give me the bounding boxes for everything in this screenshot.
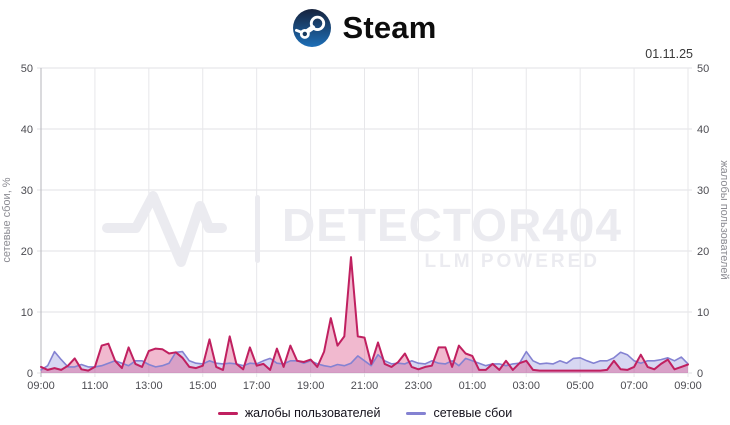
series-area-network — [41, 351, 688, 373]
legend-item-complaints[interactable]: жалобы пользователей — [217, 406, 381, 420]
x-tick-label: 09:00 — [674, 380, 702, 392]
y-tick-label-right: 10 — [697, 307, 709, 319]
legend-swatch — [406, 411, 427, 415]
x-tick-label: 11:00 — [82, 380, 109, 392]
y-tick-label-left: 50 — [21, 63, 33, 75]
date-label: 01.11.25 — [645, 47, 693, 61]
x-tick-label: 17:00 — [243, 380, 271, 392]
pulse-icon — [102, 191, 227, 267]
legend-label: сетевые сбои — [433, 406, 513, 420]
series-line-network — [40, 350, 689, 371]
watermark: DETECTOR404 LLM POWERED — [102, 191, 622, 272]
x-tick-label: 19:00 — [297, 380, 325, 392]
x-tick-label: 23:00 — [405, 380, 433, 392]
x-tick-label: 15:00 — [189, 380, 217, 392]
legend-swatch — [217, 411, 238, 415]
steam-logo-icon — [293, 9, 332, 47]
header: Steam — [0, 9, 730, 47]
x-tick-label: 13:00 — [135, 380, 163, 392]
y-axis-left-title: сетевые сбои, % — [1, 177, 13, 262]
watermark-subtitle: LLM POWERED — [425, 251, 601, 272]
y-tick-label-right: 30 — [697, 185, 709, 197]
x-tick-label: 21:00 — [351, 380, 379, 392]
y-tick-label-left: 40 — [21, 124, 33, 136]
x-tick-label: 01:00 — [459, 380, 487, 392]
x-tick-label: 05:00 — [566, 380, 594, 392]
x-tick-label: 07:00 — [620, 380, 648, 392]
outage-chart: DETECTOR404 LLM POWERED 0 0 10 10 20 20 30 30 40… — [1, 63, 730, 392]
y-tick-label-right: 0 — [697, 368, 703, 380]
legend: жалобы пользователей сетевые сбои — [0, 406, 730, 420]
legend-label: жалобы пользователей — [244, 406, 381, 420]
legend-item-network[interactable]: сетевые сбои — [406, 406, 512, 420]
y-tick-label-left: 20 — [21, 246, 33, 258]
y-tick-label-right: 20 — [697, 246, 709, 258]
y-tick-label-left: 30 — [21, 185, 33, 197]
y-tick-label-left: 10 — [21, 307, 33, 319]
x-tick-label: 03:00 — [512, 380, 540, 392]
x-tick-label: 09:00 — [27, 380, 55, 392]
y-axis-right-title: жалобы пользователей — [718, 160, 730, 279]
watermark-title: DETECTOR404 — [282, 199, 622, 251]
watermark-divider — [255, 195, 260, 263]
page-title: Steam — [342, 10, 437, 45]
y-tick-label-left: 0 — [27, 368, 33, 380]
y-tick-label-right: 50 — [697, 63, 709, 75]
y-tick-label-right: 40 — [697, 124, 709, 136]
series-area-complaints — [41, 257, 688, 373]
series-line-complaints — [40, 256, 689, 372]
